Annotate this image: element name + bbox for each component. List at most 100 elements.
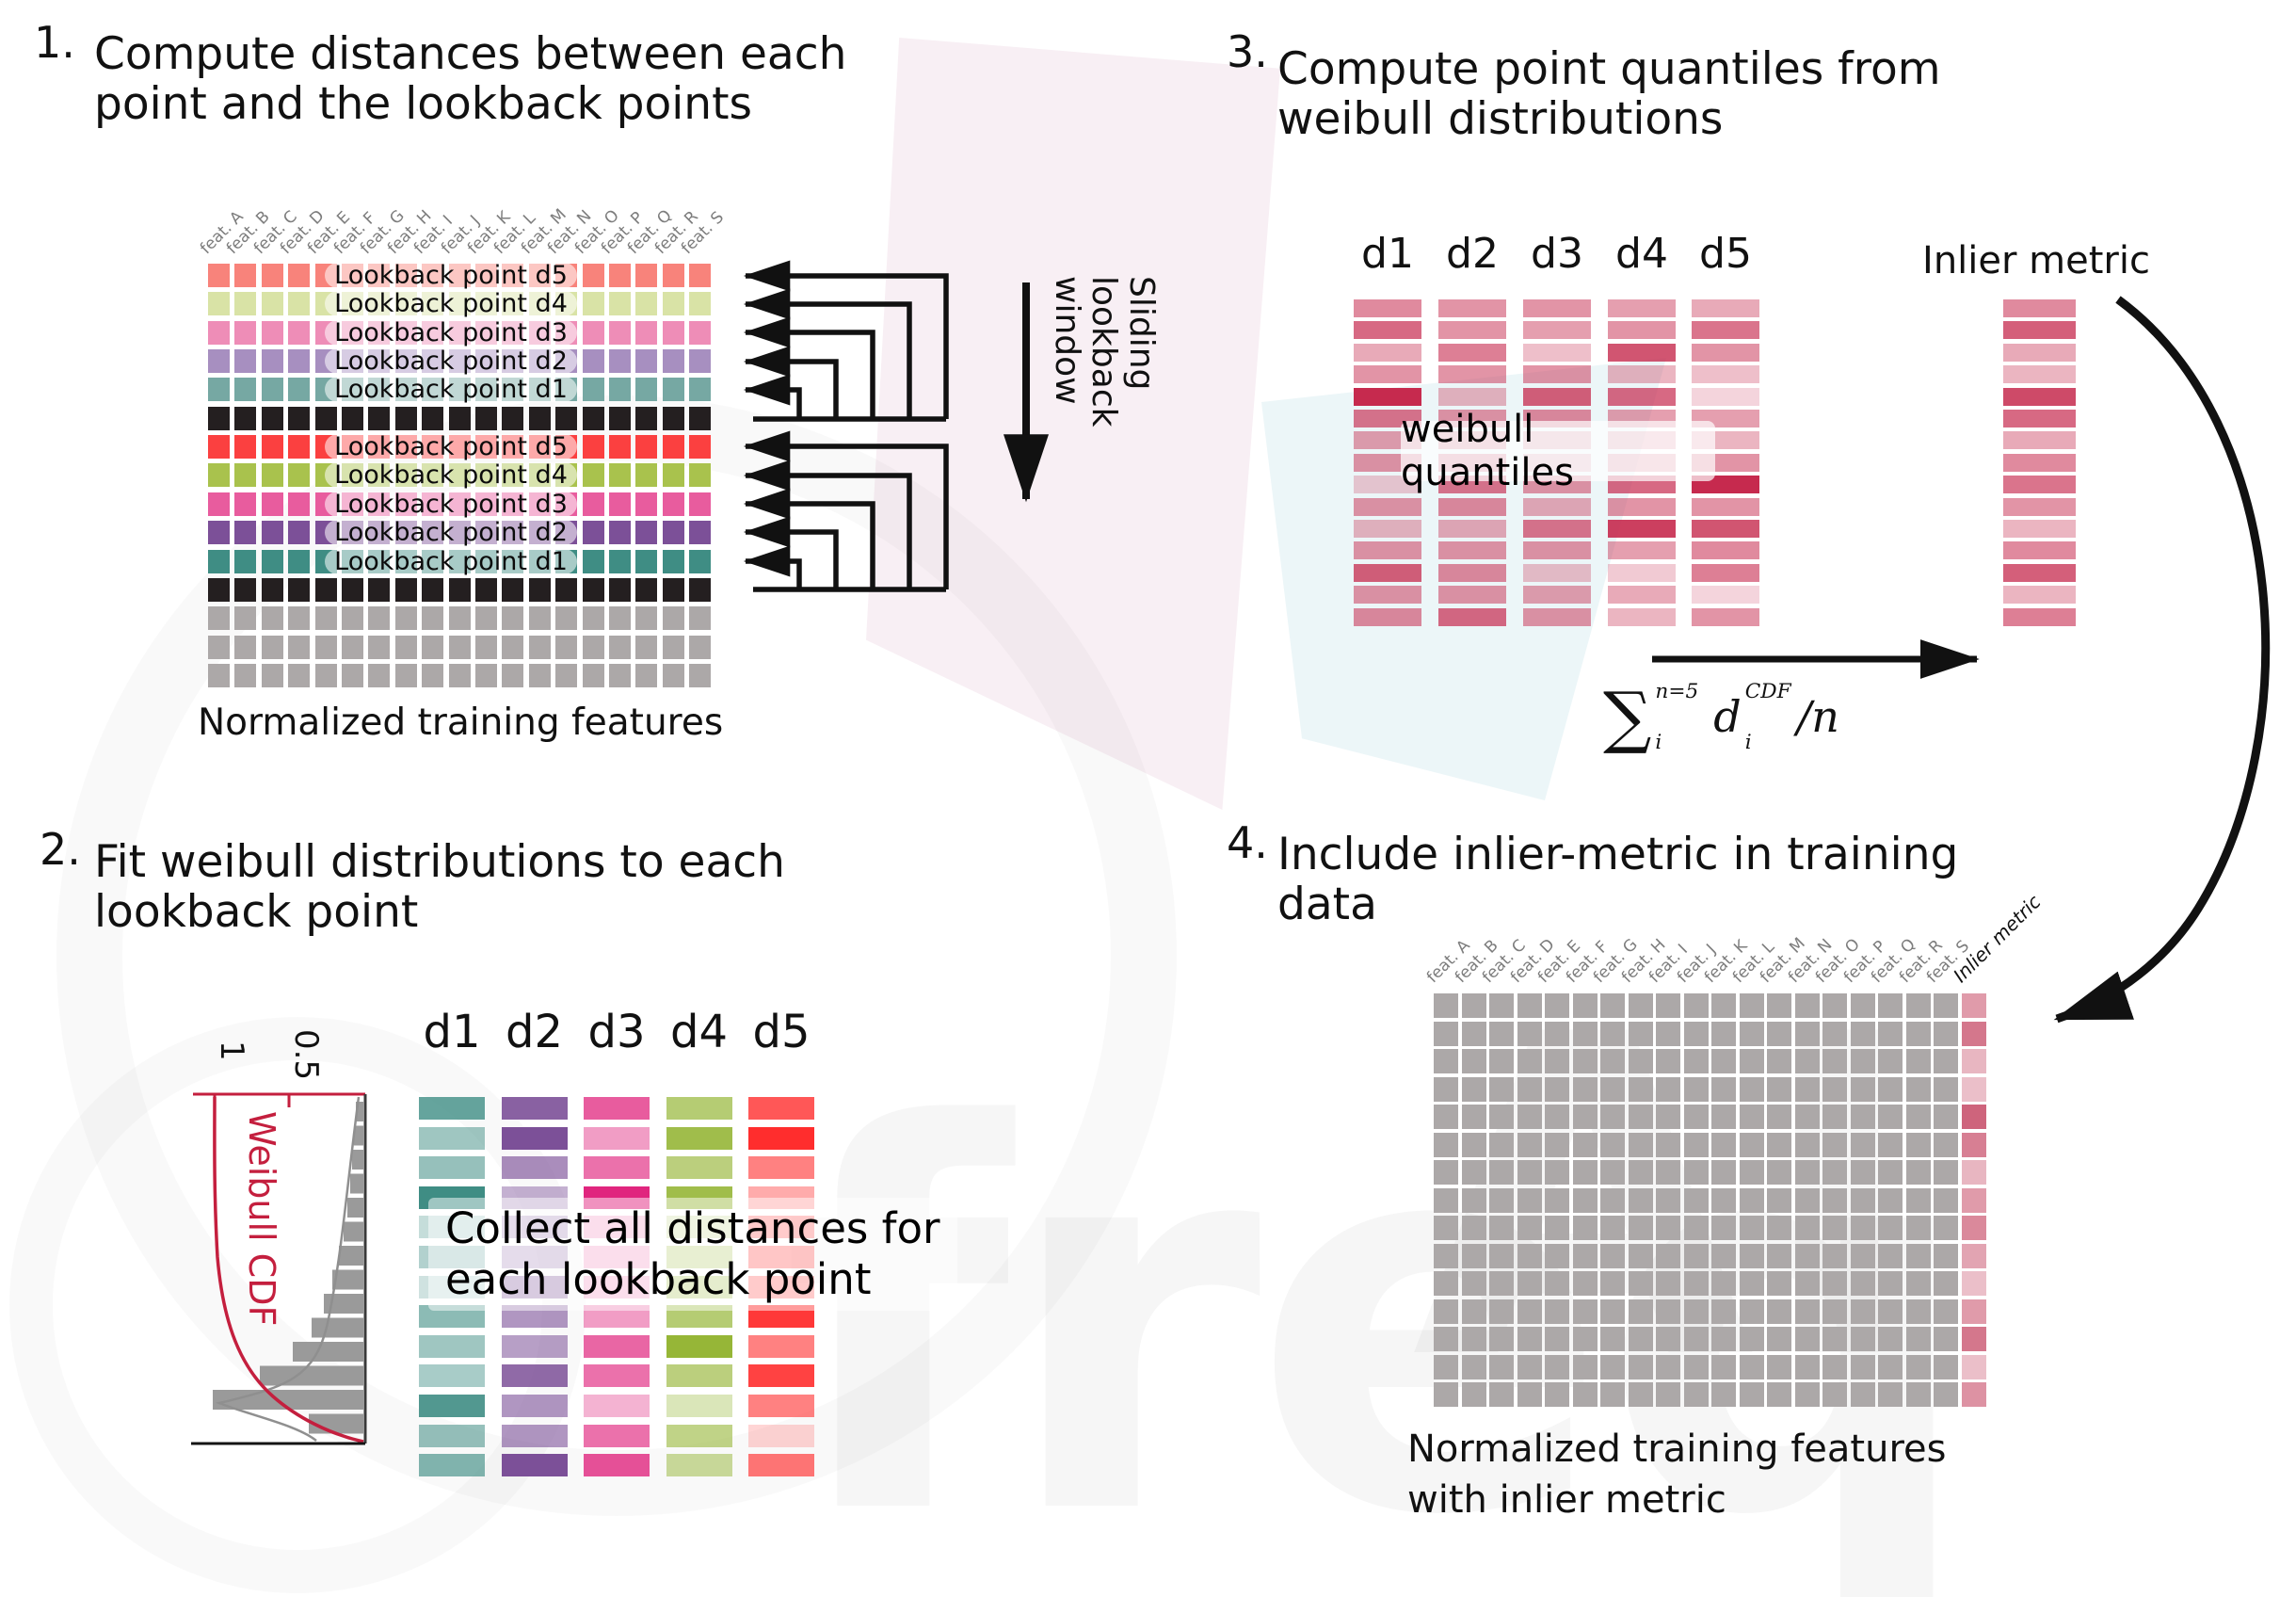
cell — [662, 320, 684, 345]
lookback-row-label: Lookback point d3 — [325, 490, 577, 519]
cell — [528, 606, 551, 631]
cell — [342, 577, 363, 602]
cell — [1850, 993, 1875, 1018]
cell — [1656, 1105, 1680, 1129]
cell — [1767, 1076, 1791, 1102]
cell — [261, 463, 283, 488]
panel4-caption-line1: Normalized training features — [1407, 1428, 1947, 1471]
cell — [1850, 1299, 1875, 1324]
cell — [1683, 1216, 1709, 1240]
cell — [1711, 1271, 1736, 1296]
cell — [1794, 1187, 1820, 1213]
cell — [1878, 1160, 1903, 1185]
quantile-bar — [1608, 299, 1676, 317]
cell — [1878, 1271, 1903, 1296]
cell — [662, 349, 684, 374]
lookback-row-label: Lookback point d1 — [325, 375, 577, 404]
cell — [475, 606, 497, 631]
cell — [448, 663, 471, 687]
quantile-bar — [1354, 387, 1421, 406]
cell — [1656, 1327, 1680, 1351]
distance-bar — [501, 1334, 568, 1358]
distance-bar — [666, 1424, 732, 1447]
cell — [1545, 1105, 1569, 1129]
cell — [1878, 1049, 1903, 1073]
cell — [1489, 1243, 1514, 1268]
cell — [1461, 1327, 1486, 1351]
step-4-number: 4. — [1227, 817, 1268, 868]
cell — [689, 492, 712, 516]
cell — [1850, 1382, 1875, 1407]
cell — [234, 349, 257, 374]
cell — [1517, 1271, 1542, 1296]
cell — [1656, 1243, 1680, 1268]
inlier-metric-cell — [1961, 993, 1986, 1018]
cell — [609, 635, 631, 659]
cell — [1600, 1216, 1625, 1240]
cell — [1517, 1327, 1542, 1351]
quantile-column-header: d2 — [1446, 230, 1499, 278]
cell — [1434, 1049, 1458, 1073]
cell — [1572, 1187, 1598, 1213]
distance-bar — [501, 1097, 568, 1120]
cell — [1683, 1187, 1709, 1213]
inlier-metric-bar — [2003, 453, 2076, 472]
cell — [1767, 1243, 1791, 1268]
inlier-metric-cell — [1961, 1271, 1986, 1296]
cell — [1572, 1382, 1598, 1407]
quantile-bar — [1523, 563, 1591, 582]
histogram-bar — [332, 1269, 363, 1290]
step-3-title-line1: Compute point quantiles from — [1277, 43, 1941, 95]
cell — [1545, 1299, 1569, 1324]
cell — [1489, 1382, 1514, 1407]
quantile-bar — [1692, 497, 1759, 516]
histogram-bar — [324, 1294, 363, 1314]
cell — [689, 264, 712, 287]
cell — [1794, 1049, 1820, 1073]
cell — [1878, 1021, 1903, 1046]
cell — [1572, 1160, 1598, 1185]
cell — [288, 463, 311, 488]
cell — [555, 663, 578, 687]
cell — [1461, 1382, 1486, 1407]
cell — [1794, 1132, 1820, 1157]
cell — [288, 635, 311, 659]
cell — [1850, 1327, 1875, 1351]
cell — [394, 635, 417, 659]
distance-bar — [584, 1126, 650, 1150]
inlier-metric-bar — [2003, 563, 2076, 582]
tick-label-1: 1 — [213, 1040, 250, 1061]
distance-bar — [584, 1156, 650, 1180]
cell — [609, 663, 631, 687]
cell — [342, 663, 363, 687]
cell — [1489, 1105, 1514, 1129]
histogram-bar — [347, 1198, 363, 1218]
cell — [1794, 1160, 1820, 1185]
cell — [635, 521, 658, 545]
cell — [635, 349, 658, 374]
cell — [1905, 1243, 1931, 1268]
cell — [1739, 1160, 1764, 1185]
cell — [1905, 1216, 1931, 1240]
cell — [1878, 993, 1903, 1018]
cell — [1461, 1076, 1486, 1102]
cell — [1711, 1021, 1736, 1046]
cell — [1850, 1160, 1875, 1185]
cell — [1600, 1187, 1625, 1213]
cell — [1600, 1382, 1625, 1407]
cell — [1489, 1132, 1514, 1157]
cell — [288, 577, 311, 602]
sliding-line3: window — [1047, 276, 1086, 405]
cell — [1628, 993, 1653, 1018]
cell — [609, 606, 631, 631]
cell — [689, 435, 712, 460]
cell — [368, 606, 391, 631]
variable-subscript: i — [1744, 731, 1752, 755]
cell — [1767, 1271, 1791, 1296]
quantile-bar — [1523, 520, 1591, 538]
cell — [609, 577, 631, 602]
distance-bar — [501, 1424, 568, 1447]
cell — [1822, 1105, 1847, 1129]
lookback-arrow — [743, 316, 875, 419]
cell — [635, 378, 658, 402]
